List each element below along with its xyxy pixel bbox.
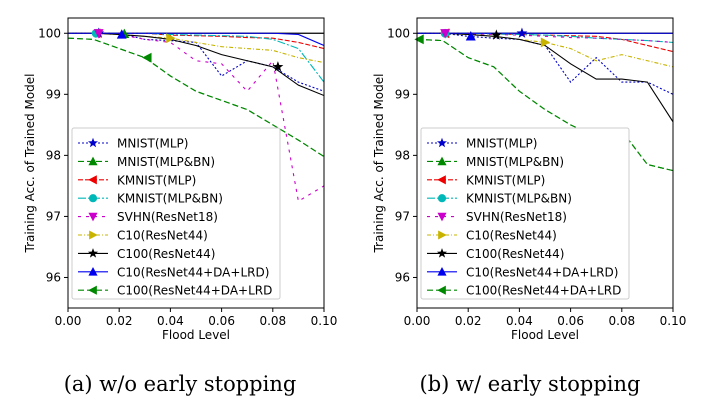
y-tick-label: 96 bbox=[395, 270, 410, 284]
legend-entry-label: KMNIST(MLP&BN) bbox=[466, 192, 572, 206]
y-axis-label: Training Acc. of Trained Model bbox=[23, 73, 37, 253]
subfigure-caption: (a) w/o early stopping bbox=[64, 372, 297, 396]
y-tick-label: 97 bbox=[46, 209, 61, 223]
data-marker-0 bbox=[516, 27, 528, 38]
legend-entry-label: KMNIST(MLP) bbox=[117, 173, 196, 187]
legend-marker-icon bbox=[88, 156, 98, 166]
legend-entry-label: C100(ResNet44+DA+LRD bbox=[466, 284, 621, 298]
legend-marker-icon bbox=[87, 137, 99, 148]
series-line-5 bbox=[68, 32, 324, 64]
data-marker-4 bbox=[440, 29, 451, 39]
x-axis-label: Flood Level bbox=[162, 328, 230, 342]
subfigure-caption: (b) w/ early stopping bbox=[420, 372, 641, 396]
y-tick-label: 100 bbox=[38, 26, 61, 40]
data-marker-6 bbox=[490, 29, 502, 40]
legend-entry-label: C100(ResNet44) bbox=[466, 247, 564, 261]
x-tick-label: 0.08 bbox=[259, 314, 286, 328]
legend-entry-label: KMNIST(MLP) bbox=[466, 173, 545, 187]
y-tick-label: 100 bbox=[387, 26, 410, 40]
series-line-5 bbox=[417, 32, 673, 68]
chart-panel-b: 0.00 0.02 0.04 0.06 0.08 0.10 96 97 98 99 100 Flood… bbox=[372, 17, 687, 396]
x-tick-label: 0.10 bbox=[311, 314, 338, 328]
x-tick-label: 0.10 bbox=[660, 314, 687, 328]
legend-entry-label: C100(ResNet44) bbox=[117, 247, 215, 261]
x-tick-label: 0.06 bbox=[208, 314, 235, 328]
y-axis-label: Training Acc. of Trained Model bbox=[372, 73, 386, 253]
legend-entry-label: SVHN(ResNet18) bbox=[466, 210, 567, 224]
x-tick-label: 0.02 bbox=[455, 314, 482, 328]
axes-frame bbox=[67, 17, 325, 309]
legend-marker-icon bbox=[437, 175, 446, 185]
legend-entry-label: C10(ResNet44) bbox=[466, 229, 557, 243]
data-marker-6 bbox=[272, 61, 284, 72]
y-tick-label: 99 bbox=[395, 87, 410, 101]
legend-entry-label: C10(ResNet44+DA+LRD) bbox=[117, 265, 269, 279]
legend-entry-label: MNIST(MLP&BN) bbox=[466, 155, 564, 169]
legend-marker-icon bbox=[437, 285, 446, 295]
legend-marker-icon bbox=[89, 230, 98, 240]
series-line-8 bbox=[417, 38, 673, 172]
data-marker-8 bbox=[414, 34, 424, 45]
legend-marker-icon bbox=[88, 267, 98, 276]
legend-entry-label: MNIST(MLP) bbox=[117, 137, 188, 151]
x-tick-label: 0.02 bbox=[106, 314, 133, 328]
legend-marker-icon bbox=[438, 230, 447, 240]
legend-marker-icon bbox=[437, 267, 447, 276]
x-axis-label: Flood Level bbox=[511, 328, 579, 342]
data-marker-5 bbox=[540, 37, 551, 48]
legend-marker-icon bbox=[437, 212, 447, 222]
legend-marker-icon bbox=[436, 137, 448, 148]
legend-marker-icon bbox=[88, 285, 97, 295]
legend-entry-label: MNIST(MLP&BN) bbox=[117, 155, 215, 169]
series-line-7 bbox=[68, 32, 324, 46]
y-tick-label: 98 bbox=[46, 148, 61, 162]
data-marker-4 bbox=[93, 29, 104, 39]
legend-marker-icon bbox=[87, 248, 99, 258]
y-tick-label: 97 bbox=[395, 209, 410, 223]
x-tick-label: 0.04 bbox=[506, 314, 533, 328]
y-tick-label: 96 bbox=[46, 270, 61, 284]
chart-panel-a: 0.00 0.02 0.04 0.06 0.08 0.10 96 97 98 99 100 Flood… bbox=[23, 17, 338, 396]
legend: MNIST(MLP) MNIST(MLP&BN) KMNIST(MLP) KMNIST… bbox=[420, 127, 630, 300]
legend-marker-icon bbox=[88, 212, 98, 222]
data-marker-8 bbox=[142, 52, 152, 63]
legend: MNIST(MLP) MNIST(MLP&BN) KMNIST(MLP) KMNIST… bbox=[71, 127, 281, 300]
legend-entry-label: C100(ResNet44+DA+LRD bbox=[117, 284, 272, 298]
series-line-6 bbox=[68, 32, 324, 97]
x-tick-label: 0.00 bbox=[404, 314, 431, 328]
data-marker-5 bbox=[166, 33, 176, 44]
y-tick-label: 99 bbox=[46, 87, 61, 101]
x-tick-label: 0.08 bbox=[608, 314, 635, 328]
legend-marker-icon bbox=[436, 248, 448, 258]
legend-marker-icon bbox=[88, 175, 97, 185]
x-tick-label: 0.00 bbox=[55, 314, 82, 328]
y-tick-label: 98 bbox=[395, 148, 410, 162]
legend-marker-icon bbox=[437, 194, 447, 203]
axes-frame bbox=[416, 17, 674, 309]
legend-entry-label: KMNIST(MLP&BN) bbox=[117, 192, 223, 206]
legend-entry-label: C10(ResNet44+DA+LRD) bbox=[466, 265, 618, 279]
legend-entry-label: MNIST(MLP) bbox=[466, 137, 537, 151]
x-tick-label: 0.04 bbox=[157, 314, 184, 328]
x-tick-label: 0.06 bbox=[557, 314, 584, 328]
series-line-6 bbox=[417, 32, 673, 123]
legend-marker-icon bbox=[437, 156, 447, 166]
series-line-8 bbox=[68, 37, 324, 158]
legend-marker-icon bbox=[88, 194, 98, 203]
legend-entry-label: SVHN(ResNet18) bbox=[117, 210, 218, 224]
data-marker-7 bbox=[465, 31, 476, 41]
data-marker-7 bbox=[116, 29, 127, 39]
legend-entry-label: C10(ResNet44) bbox=[117, 229, 208, 243]
